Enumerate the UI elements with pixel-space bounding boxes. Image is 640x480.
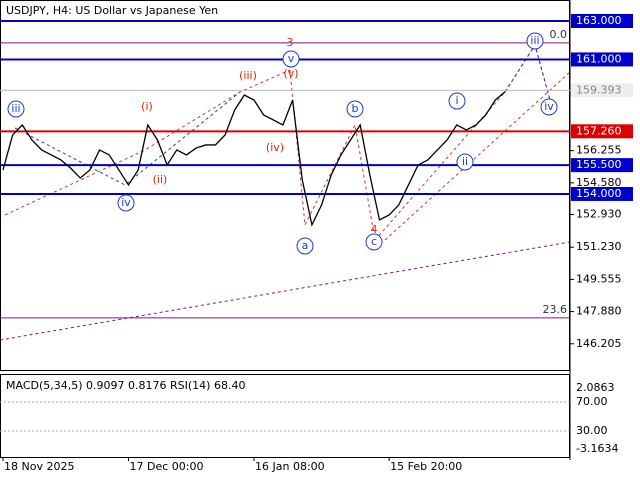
- y-tick-label: 156.255: [576, 144, 622, 157]
- wave-label: iv: [544, 100, 554, 113]
- wave-label: i: [455, 94, 458, 107]
- wave-circle: [456, 153, 474, 171]
- y-tick-label: 152.930: [576, 208, 622, 221]
- level-label: 155.500: [576, 158, 622, 171]
- wave-label: b: [352, 102, 359, 115]
- wave-label: (i): [141, 100, 153, 113]
- level-label: 154.000: [576, 187, 622, 200]
- wave-circle: [282, 50, 300, 68]
- wave-circle: [7, 100, 25, 118]
- wave-label: (ii): [153, 173, 168, 186]
- x-tick-label: 17 Dec 00:00: [130, 460, 204, 473]
- y-tick-label: 149.555: [576, 272, 622, 285]
- level-box: [571, 186, 633, 201]
- wave-label: ii: [462, 155, 468, 168]
- x-tick-label: 18 Nov 2025: [4, 460, 74, 473]
- wave-label: (iv): [266, 141, 284, 154]
- wave-label: iv: [121, 196, 131, 209]
- wave-label: 3: [287, 36, 294, 49]
- wave-label: c: [371, 235, 377, 248]
- wave-circle: [540, 98, 558, 116]
- wave-circle: [526, 32, 544, 50]
- level-label: 157.260: [576, 124, 622, 137]
- y-tick-label: 154.580: [576, 176, 622, 189]
- x-tick-label: 15 Feb 20:00: [390, 460, 462, 473]
- level-box: [571, 52, 633, 67]
- y-tick-label: 147.880: [576, 305, 622, 318]
- indicator-tick-label: -3.1634: [576, 442, 618, 455]
- wave-label: iii: [11, 102, 20, 115]
- level-box: [571, 158, 633, 173]
- level-box: [571, 124, 633, 139]
- wave-circle: [296, 237, 314, 255]
- x-tick-label: 16 Jan 08:00: [255, 460, 325, 473]
- wave-label: a: [302, 239, 309, 252]
- wave-label: 4: [371, 223, 378, 236]
- indicator-tick-label: 30.00: [576, 424, 608, 437]
- wave-circle: [365, 233, 383, 251]
- fib-label: 23.6: [543, 303, 568, 316]
- indicator-bars: [0, 401, 570, 432]
- wave-circle: [117, 194, 135, 212]
- wave-label: v: [288, 52, 295, 65]
- wave-circle: [448, 92, 466, 110]
- level-label: 163.000: [576, 14, 622, 27]
- indicator-title: MACD(5,34,5) 0.9097 0.8176 RSI(14) 68.40: [6, 379, 245, 392]
- indicator-tick-label: 2.0863: [576, 381, 615, 394]
- fib-label: 0.0: [550, 28, 568, 41]
- y-tick-label: 146.205: [576, 337, 622, 350]
- price-line: [2, 91, 506, 227]
- indicator-frame: [0, 374, 570, 458]
- wave-label: (iii): [239, 69, 257, 82]
- current-price-label: 159.393: [576, 83, 622, 96]
- level-label: 161.000: [576, 52, 622, 65]
- wave-label: iii: [530, 34, 539, 47]
- level-box: [571, 14, 633, 29]
- chart-title: USDJPY, H4: US Dollar vs Japanese Yen: [6, 4, 218, 17]
- current-price-box: [571, 83, 633, 98]
- y-tick-label: 151.230: [576, 240, 622, 253]
- wave-label: (v): [283, 67, 298, 80]
- wave-circle: [346, 100, 364, 118]
- indicator-tick-label: 70.00: [576, 395, 608, 408]
